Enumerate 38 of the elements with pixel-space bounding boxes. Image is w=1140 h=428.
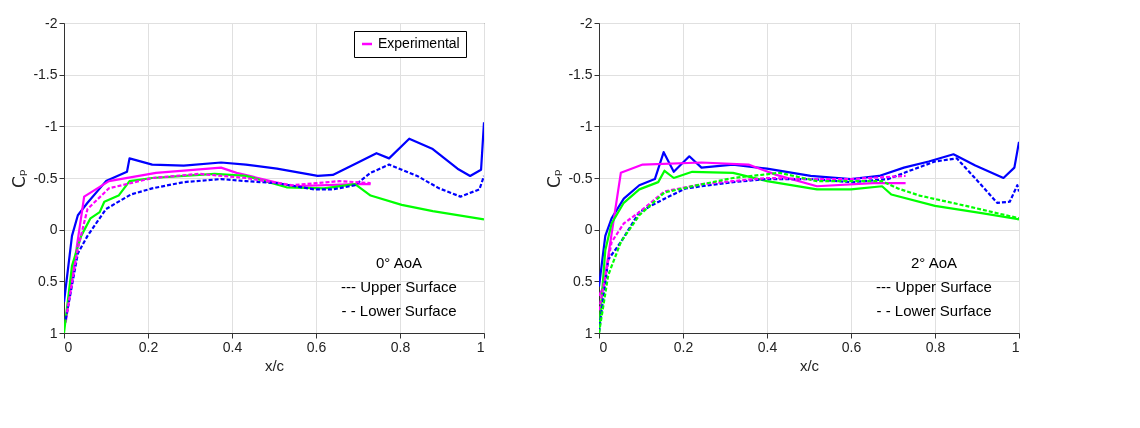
x-tick-label: 0.2: [138, 338, 159, 355]
y-tick-label: 0: [584, 221, 593, 238]
x-tick-label: 0.8: [390, 338, 411, 355]
y-tick-label: -0.5: [568, 169, 593, 186]
y-tick-label: 1: [584, 324, 593, 341]
x-tick-label: 0.6: [306, 338, 327, 355]
x-tick-label: 1: [476, 338, 485, 355]
y-axis-title: Cₚ: [9, 168, 30, 189]
line-series: [64, 121, 484, 304]
x-tick-label: 0.4: [757, 338, 778, 355]
y-tick-label: 0.5: [573, 272, 593, 289]
x-tick-label: 0.6: [841, 338, 862, 355]
y-tick-label: -1: [45, 117, 58, 134]
y-axis-title: Cₚ: [544, 168, 565, 189]
x-axis-title: x/c: [799, 356, 820, 374]
annotation: --- Upper Surface: [876, 278, 992, 295]
annotation: 0° AoA: [375, 254, 423, 271]
x-axis-title: x/c: [264, 356, 285, 374]
x-tick-label: 0.8: [925, 338, 946, 355]
x-tick-label: 0: [599, 338, 608, 355]
annotation: 2° AoA: [910, 254, 958, 271]
y-tick-label: -2: [580, 14, 593, 31]
y-tick-label: -1.5: [568, 66, 593, 83]
y-tick-label: 1: [49, 324, 58, 341]
y-tick-label: -2: [45, 14, 58, 31]
y-tick-label: -1.5: [33, 66, 58, 83]
y-tick-label: -1: [580, 117, 593, 134]
annotation: --- Upper Surface: [341, 278, 457, 295]
x-tick-label: 0.4: [222, 338, 243, 355]
y-tick-label: 0: [49, 221, 58, 238]
legend-label: Experimental: [378, 35, 460, 51]
x-tick-label: 0: [64, 338, 73, 355]
annotation: - - Lower Surface: [876, 302, 992, 319]
annotation: - - Lower Surface: [341, 302, 457, 319]
x-tick-label: 0.2: [673, 338, 694, 355]
y-tick-label: -0.5: [33, 169, 58, 186]
x-tick-label: 1: [1011, 338, 1020, 355]
y-tick-label: 0.5: [38, 272, 58, 289]
